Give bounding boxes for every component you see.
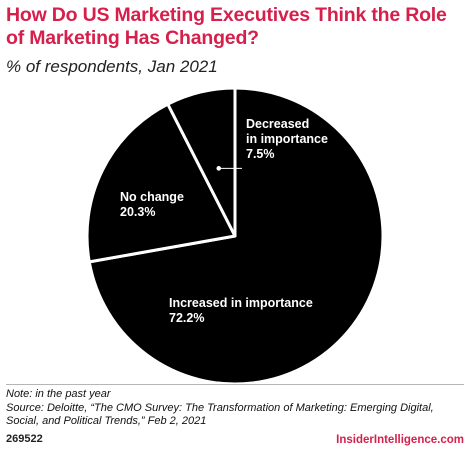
slice-decreased-in-importance	[166, 86, 237, 238]
leader-dot	[216, 166, 222, 171]
chart-notes: Note: in the past year Source: Deloitte,…	[6, 388, 466, 429]
chart-subtitle: % of respondents, Jan 2021	[6, 57, 218, 76]
label-no-change: No change 20.3%	[120, 190, 184, 219]
source-text: Source: Deloitte, “The CMO Survey: The T…	[6, 401, 434, 428]
note-text: Note: in the past year	[6, 388, 111, 400]
label-decreased-in-importance: Decreased in importance 7.5%	[246, 117, 328, 161]
slice-no-change	[85, 102, 237, 264]
chart-title: How Do US Marketing Executives Think the…	[6, 4, 447, 49]
divider	[6, 384, 464, 385]
pie-chart: Increased in importance 72.2% No change 20.…	[85, 86, 385, 384]
chart-id: 269522	[6, 433, 43, 445]
brand-link[interactable]: InsiderIntelligence.com	[336, 434, 464, 446]
label-increased-in-importance: Increased in importance 72.2%	[169, 296, 313, 325]
